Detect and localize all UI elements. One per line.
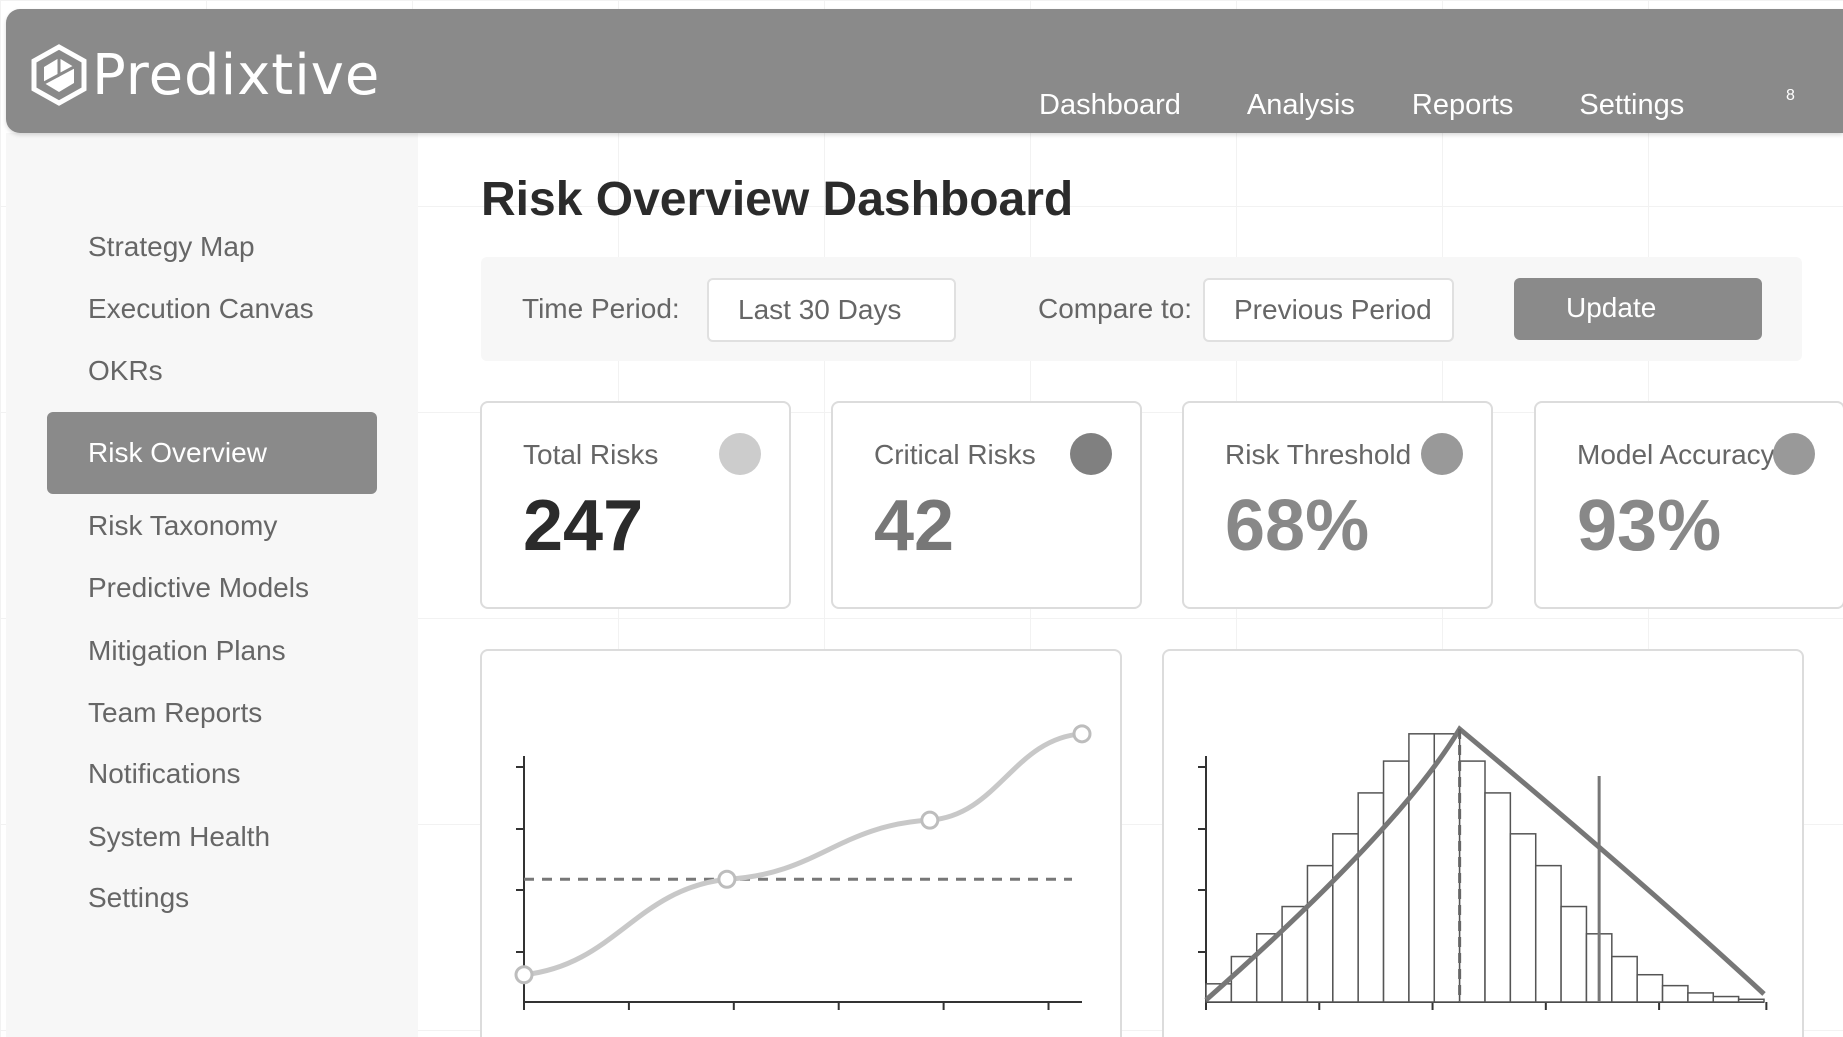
nav-reports[interactable]: Reports	[1411, 89, 1514, 121]
kpi-card-total-risks[interactable]: Total Risks 247	[480, 401, 791, 609]
update-button[interactable]: Update	[1514, 278, 1762, 340]
kpi-card-risk-threshold[interactable]: Risk Threshold 68%	[1182, 401, 1493, 609]
status-dot	[1773, 433, 1815, 475]
data-point	[920, 810, 940, 830]
sidebar-item-predictive-models[interactable]: Predictive Models	[88, 572, 309, 603]
sidebar-item-label: Risk Overview	[88, 437, 267, 468]
sidebar-item-okrs[interactable]: OKRs	[88, 355, 163, 386]
sidebar-item-execution-canvas[interactable]: Execution Canvas	[88, 293, 314, 324]
time-period-select[interactable]: Last 30 Days	[707, 278, 956, 342]
sidebar-item-risk-taxonomy[interactable]: Risk Taxonomy	[88, 510, 278, 541]
histogram-bar	[1712, 995, 1740, 1003]
histogram-bar	[1661, 984, 1689, 1003]
nav-dashboard[interactable]: Dashboard	[1039, 89, 1181, 121]
kpi-value: 42	[874, 486, 955, 566]
time-period-label: Time Period:	[522, 293, 680, 324]
histogram-bar	[1737, 998, 1765, 1003]
histogram-bar	[1687, 992, 1715, 1003]
histogram-bar	[1433, 733, 1461, 1003]
histogram-bar	[1560, 905, 1588, 1003]
kpi-label: Risk Threshold	[1225, 439, 1412, 470]
brand-name: Predixtive	[92, 42, 381, 108]
sidebar-item-settings[interactable]: Settings	[88, 882, 190, 913]
sidebar-item-notifications[interactable]: Notifications	[88, 758, 241, 789]
filter-bar: Time Period: Last 30 Days Compare to: Pr…	[481, 257, 1802, 361]
series-line	[523, 731, 1083, 978]
nav-analysis[interactable]: Analysis	[1246, 89, 1355, 121]
trend-chart-panel	[480, 649, 1122, 1037]
kpi-value: 93%	[1577, 486, 1722, 566]
status-dot	[1070, 433, 1112, 475]
sidebar-item-mitigation-plans[interactable]: Mitigation Plans	[88, 635, 286, 666]
kpi-label: Model Accuracy	[1577, 439, 1775, 470]
histogram-bar	[1357, 792, 1385, 1003]
distribution-chart-panel	[1162, 649, 1804, 1037]
trend-line-chart	[514, 724, 1092, 1010]
top-header: Predixtive Dashboard Analysis Reports Se…	[6, 9, 1843, 133]
kpi-value: 247	[523, 486, 644, 566]
notification-count-badge[interactable]: 8	[1786, 87, 1795, 104]
sidebar: Strategy Map Execution Canvas OKRs Risk …	[6, 133, 418, 1037]
histogram-bar	[1281, 905, 1309, 1003]
sidebar-item-risk-overview[interactable]: Risk Overview	[47, 412, 377, 494]
brand-logo[interactable]: Predixtive	[30, 42, 381, 108]
histogram-bar	[1611, 955, 1638, 1003]
page-title: Risk Overview Dashboard	[481, 173, 1074, 226]
histogram-bar	[1534, 864, 1562, 1003]
compare-to-select[interactable]: Previous Period	[1203, 278, 1454, 342]
kpi-card-critical-risks[interactable]: Critical Risks 42	[831, 401, 1142, 609]
histogram-bar	[1484, 792, 1512, 1003]
histogram-bar	[1382, 760, 1410, 1003]
kpi-label: Total Risks	[523, 439, 659, 470]
data-point	[514, 965, 534, 985]
kpi-label: Critical Risks	[874, 439, 1036, 470]
histogram-bar	[1458, 760, 1486, 1003]
distribution-histogram-chart	[1198, 725, 1768, 1010]
kpi-value: 68%	[1225, 486, 1370, 566]
sidebar-item-system-health[interactable]: System Health	[88, 821, 271, 852]
nav-settings[interactable]: Settings	[1579, 89, 1685, 121]
data-point	[1072, 724, 1092, 744]
histogram-bar	[1408, 733, 1436, 1003]
sidebar-item-strategy-map[interactable]: Strategy Map	[88, 231, 255, 262]
data-point	[717, 869, 737, 889]
histogram-bar	[1636, 973, 1664, 1003]
top-nav: Dashboard Analysis Reports Settings	[1039, 89, 1750, 122]
kpi-card-model-accuracy[interactable]: Model Accuracy 93%	[1534, 401, 1843, 609]
histogram-bar	[1509, 833, 1537, 1003]
compare-to-label: Compare to:	[1038, 293, 1193, 324]
sidebar-item-team-reports[interactable]: Team Reports	[88, 697, 263, 728]
status-dot	[719, 433, 761, 475]
status-dot	[1421, 433, 1463, 475]
hexagon-cube-icon	[31, 44, 87, 106]
